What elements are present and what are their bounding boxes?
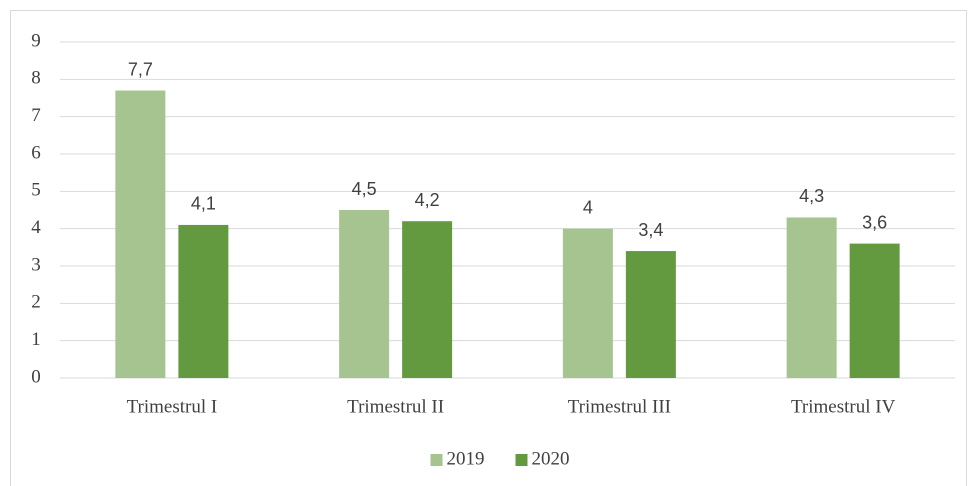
y-tick-label: 0 (31, 366, 41, 387)
data-label: 4 (583, 197, 593, 217)
bar (178, 224, 229, 378)
bar (786, 217, 837, 378)
legend-label: 2019 (447, 448, 485, 469)
data-label: 4,2 (415, 190, 440, 210)
y-tick-label: 1 (31, 329, 41, 350)
data-label: 3,4 (638, 220, 663, 240)
data-label: 4,3 (799, 186, 824, 206)
x-tick-label: Trimestrul III (568, 396, 671, 417)
y-tick-label: 3 (31, 254, 41, 275)
y-tick-label: 8 (31, 68, 41, 89)
legend-swatch (430, 454, 443, 466)
y-tick-label: 5 (31, 180, 41, 201)
x-tick-label: Trimestrul I (127, 396, 218, 417)
x-tick-label: Trimestrul IV (791, 396, 896, 417)
y-tick-label: 2 (31, 292, 41, 313)
data-label: 4,1 (191, 194, 216, 214)
x-tick-label: Trimestrul II (347, 396, 444, 417)
y-tick-label: 7 (31, 105, 41, 126)
bar (115, 90, 166, 379)
bar (402, 221, 453, 378)
bar (849, 243, 900, 378)
data-label: 7,7 (128, 59, 153, 79)
y-tick-label: 6 (31, 142, 41, 163)
data-label: 3,6 (862, 212, 887, 232)
legend-label: 2020 (532, 448, 570, 469)
y-tick-label: 4 (31, 217, 41, 238)
y-tick-label: 9 (31, 30, 41, 51)
bar (625, 251, 676, 378)
legend-swatch (515, 454, 528, 466)
bar (562, 228, 613, 378)
data-label: 4,5 (352, 179, 377, 199)
bar (339, 210, 390, 378)
chart-border (10, 10, 967, 486)
